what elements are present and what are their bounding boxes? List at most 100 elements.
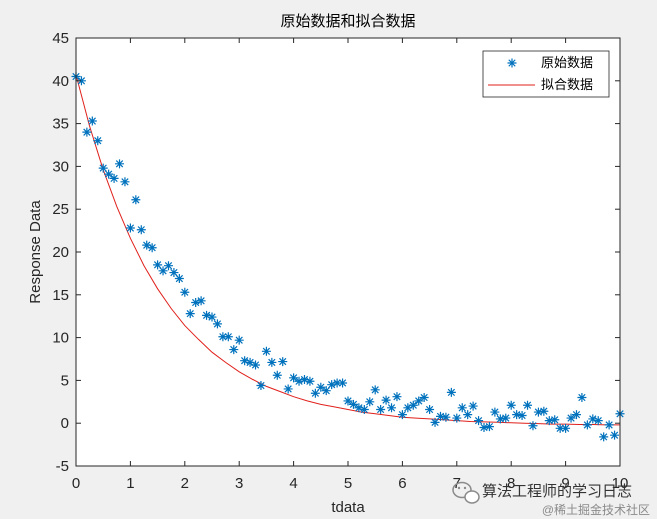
x-axis-label: tdata: [331, 499, 365, 516]
data-point: [267, 357, 277, 367]
data-point: [414, 396, 424, 406]
data-point: [599, 432, 609, 442]
data-point: [207, 312, 217, 322]
data-point: [136, 225, 146, 235]
y-axis: -5 0 5 10 15 20 25 30 35 40 45: [52, 30, 620, 475]
data-point: [109, 173, 119, 183]
y-tick-label: -5: [56, 458, 69, 475]
watermark-wechat-text: 算法工程师的学习日志: [482, 482, 632, 500]
watermark-juejin-text: @稀土掘金技术社区: [542, 502, 650, 517]
data-point: [294, 376, 304, 386]
y-axis-label: Response Data: [27, 200, 44, 304]
data-point: [289, 373, 299, 383]
data-point: [446, 387, 456, 397]
data-point: [196, 296, 206, 306]
data-point: [354, 403, 364, 413]
data-point: [343, 396, 353, 406]
data-point: [310, 388, 320, 398]
data-point: [457, 403, 467, 413]
data-point: [229, 345, 239, 355]
x-tick-label: 8: [507, 475, 515, 492]
x-tick-label: 5: [344, 475, 352, 492]
y-tick-label: 35: [52, 116, 69, 133]
data-point: [544, 416, 554, 426]
data-point: [604, 420, 614, 430]
data-point: [332, 378, 342, 388]
data-point: [582, 420, 592, 430]
data-point: [348, 399, 358, 409]
data-point: [441, 412, 451, 422]
data-point: [588, 414, 598, 424]
legend-label-raw: 原始数据: [541, 55, 593, 70]
data-point: [593, 416, 603, 426]
data-point: [523, 400, 533, 410]
y-tick-label: 45: [52, 30, 69, 47]
x-tick-label: 10: [612, 475, 629, 492]
data-point: [163, 261, 173, 271]
data-point: [93, 136, 103, 146]
data-point: [610, 430, 620, 440]
data-point: [272, 370, 282, 380]
data-point: [550, 415, 560, 425]
data-point: [191, 298, 201, 308]
x-tick-label: 4: [289, 475, 297, 492]
data-point: [125, 223, 135, 233]
legend-marker-raw: [507, 58, 517, 68]
data-point: [212, 319, 222, 329]
data-point: [484, 422, 494, 432]
y-tick-label: 10: [52, 330, 69, 347]
x-tick-label: 0: [72, 475, 80, 492]
legend: 原始数据 拟合数据: [482, 50, 610, 98]
data-point: [555, 423, 565, 433]
y-tick-label: 15: [52, 287, 69, 304]
data-point: [256, 381, 266, 391]
data-point: [321, 386, 331, 396]
data-point: [185, 309, 195, 319]
data-point: [316, 382, 326, 392]
data-point: [131, 195, 141, 205]
data-point: [392, 392, 402, 402]
data-point: [566, 413, 576, 423]
data-point: [98, 163, 108, 173]
data-point: [571, 410, 581, 420]
data-point: [403, 403, 413, 413]
data-point: [397, 410, 407, 420]
data-point: [435, 411, 445, 421]
data-point: [490, 407, 500, 417]
data-point: [305, 376, 315, 386]
data-point: [278, 357, 288, 367]
data-point: [76, 76, 86, 86]
data-point: [408, 400, 418, 410]
data-point: [561, 423, 571, 433]
data-point: [539, 406, 549, 416]
data-point: [501, 413, 511, 423]
data-point: [533, 407, 543, 417]
data-point: [87, 116, 97, 126]
y-tick-label: 0: [61, 415, 69, 432]
x-tick-label: 2: [181, 475, 189, 492]
x-tick-label: 9: [561, 475, 569, 492]
data-point: [338, 378, 348, 388]
data-point: [425, 405, 435, 415]
data-point: [147, 243, 157, 253]
data-point: [359, 405, 369, 415]
y-tick-label: 25: [52, 201, 69, 218]
data-point: [120, 177, 130, 187]
data-point: [468, 401, 478, 411]
legend-label-fit: 拟合数据: [541, 77, 593, 92]
data-point: [495, 414, 505, 424]
data-point: [234, 335, 244, 345]
wechat-icon: [452, 481, 480, 504]
y-tick-label: 40: [52, 73, 69, 90]
data-point: [299, 375, 309, 385]
data-point: [104, 169, 114, 179]
legend-box: [482, 50, 610, 98]
x-tick-label: 3: [235, 475, 243, 492]
plot-area: [76, 38, 620, 466]
y-tick-label: 20: [52, 244, 69, 261]
y-tick-label: 5: [61, 372, 69, 389]
x-tick-label: 1: [126, 475, 134, 492]
data-point: [474, 416, 484, 426]
data-point: [381, 395, 391, 405]
